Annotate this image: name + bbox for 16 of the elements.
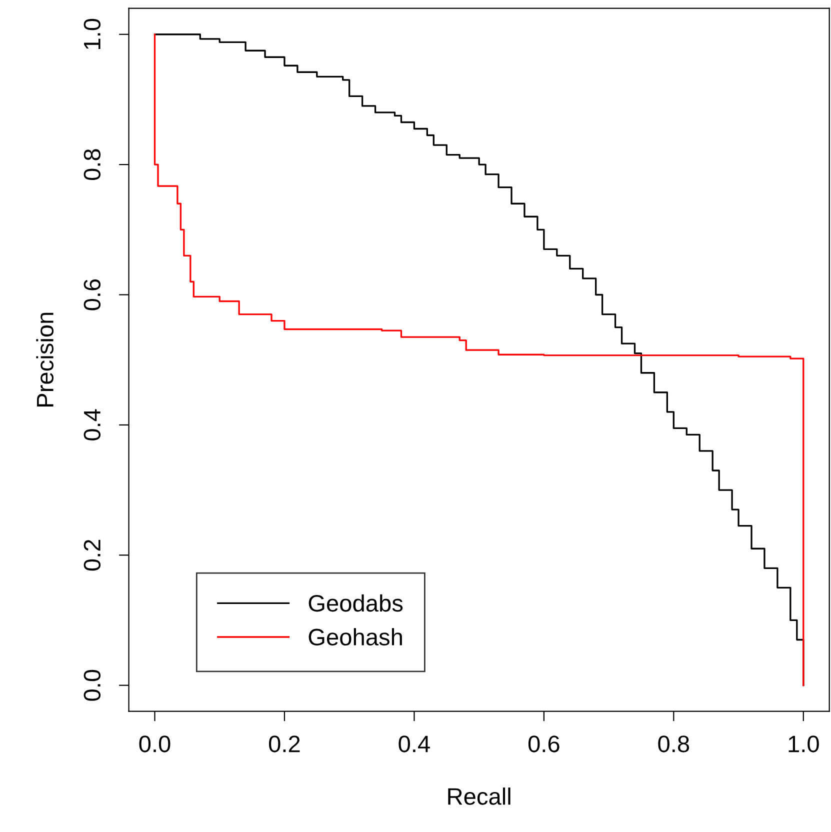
x-tick-label: 0.8 bbox=[658, 736, 690, 752]
y-tick-label: 0.0 bbox=[84, 670, 101, 701]
y-axis-title: Precision bbox=[36, 312, 54, 406]
y-tick-label: 0.8 bbox=[84, 149, 101, 180]
x-tick-label: 0.2 bbox=[268, 736, 300, 752]
y-tick-label: 0.6 bbox=[84, 279, 101, 310]
x-tick-label: 0.4 bbox=[398, 736, 430, 752]
legend-label: Geodabs bbox=[308, 594, 403, 612]
x-tick-label: 0.6 bbox=[528, 736, 560, 752]
y-tick-label: 0.4 bbox=[84, 409, 101, 440]
y-tick-label: 1.0 bbox=[84, 18, 101, 49]
y-tick-label: 0.2 bbox=[84, 540, 101, 571]
x-axis-title: Recall bbox=[448, 788, 510, 805]
x-tick-label: 1.0 bbox=[788, 736, 819, 752]
x-tick-label: 0.0 bbox=[139, 736, 170, 752]
legend-label: Geohash bbox=[308, 628, 402, 646]
